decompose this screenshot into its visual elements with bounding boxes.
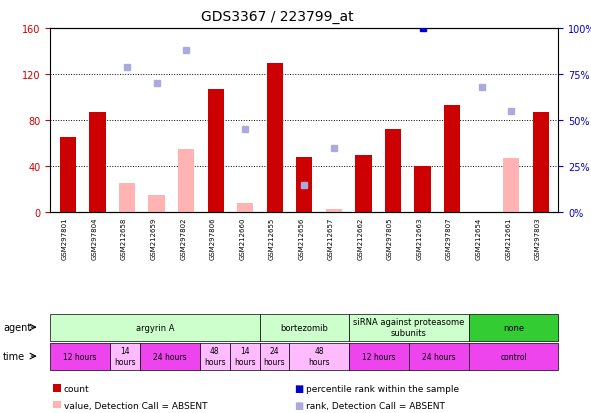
Text: GSM212661: GSM212661	[505, 217, 511, 259]
Bar	[148, 195, 165, 213]
Bar	[267, 63, 283, 213]
Text: GSM297802: GSM297802	[180, 217, 186, 259]
Bar	[385, 130, 401, 213]
Text: GSM297804: GSM297804	[92, 217, 98, 259]
Bar	[444, 106, 460, 213]
Text: GSM212660: GSM212660	[239, 217, 245, 259]
Text: rank, Detection Call = ABSENT: rank, Detection Call = ABSENT	[306, 401, 445, 410]
Text: count: count	[64, 384, 89, 393]
Text: 48
hours: 48 hours	[309, 347, 330, 366]
Text: GSM212663: GSM212663	[417, 217, 423, 259]
Bar	[178, 150, 194, 213]
Text: percentile rank within the sample: percentile rank within the sample	[306, 384, 459, 393]
Text: GSM297805: GSM297805	[387, 217, 393, 259]
Text: 24 hours: 24 hours	[153, 352, 187, 361]
Bar	[207, 90, 224, 213]
Bar	[296, 157, 313, 213]
Bar	[237, 204, 254, 213]
Text: value, Detection Call = ABSENT: value, Detection Call = ABSENT	[64, 401, 207, 410]
Text: GSM212659: GSM212659	[151, 217, 157, 259]
Bar	[119, 184, 135, 213]
Text: 14
hours: 14 hours	[114, 347, 136, 366]
Bar	[60, 138, 76, 213]
Text: 12 hours: 12 hours	[362, 352, 396, 361]
Bar	[414, 167, 431, 213]
Text: none: none	[503, 323, 524, 332]
Text: 12 hours: 12 hours	[63, 352, 97, 361]
Text: GDS3367 / 223799_at: GDS3367 / 223799_at	[202, 10, 354, 24]
Text: ■: ■	[294, 400, 304, 410]
Text: agent: agent	[3, 322, 31, 332]
Bar	[503, 159, 519, 213]
Text: 48
hours: 48 hours	[204, 347, 226, 366]
Text: GSM297801: GSM297801	[62, 217, 68, 259]
Text: control: control	[500, 352, 527, 361]
Text: GSM212654: GSM212654	[476, 217, 482, 259]
Text: GSM212655: GSM212655	[269, 217, 275, 259]
Bar	[326, 209, 342, 213]
Text: GSM212656: GSM212656	[298, 217, 304, 259]
Text: GSM297806: GSM297806	[210, 217, 216, 259]
Text: GSM212657: GSM212657	[328, 217, 334, 259]
Text: bortezomib: bortezomib	[280, 323, 329, 332]
Text: ■: ■	[294, 383, 304, 393]
Text: 24 hours: 24 hours	[422, 352, 456, 361]
Text: GSM297807: GSM297807	[446, 217, 452, 259]
Bar	[532, 113, 549, 213]
Text: GSM212662: GSM212662	[358, 217, 363, 259]
Text: 14
hours: 14 hours	[234, 347, 255, 366]
Text: siRNA against proteasome
subunits: siRNA against proteasome subunits	[353, 318, 465, 337]
Text: GSM297803: GSM297803	[535, 217, 541, 259]
Text: GSM212658: GSM212658	[121, 217, 127, 259]
Text: 24
hours: 24 hours	[264, 347, 285, 366]
Bar	[355, 155, 372, 213]
Text: argyrin A: argyrin A	[135, 323, 174, 332]
Text: time: time	[3, 351, 25, 361]
Bar	[89, 113, 106, 213]
